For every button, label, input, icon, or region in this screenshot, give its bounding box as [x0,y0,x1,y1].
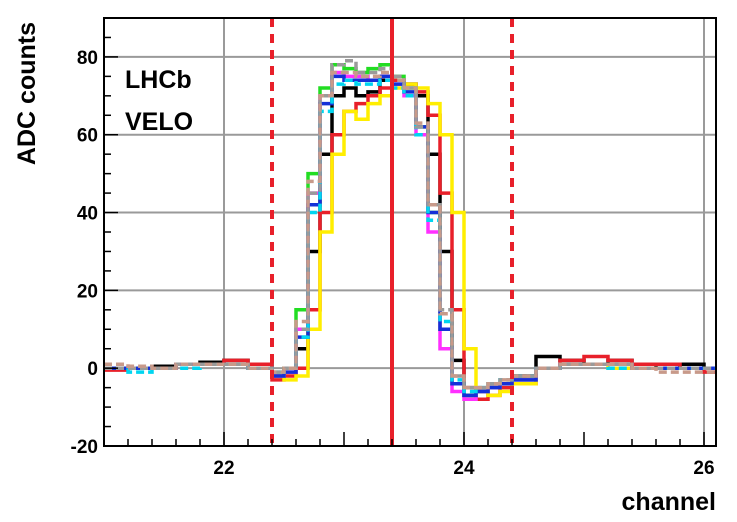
y-tick-label: 80 [77,48,98,69]
series-line-8 [104,70,716,390]
series-line-7 [104,59,716,390]
ticks [103,17,705,447]
x-tick-label: 26 [693,458,714,479]
annotation-velo: VELO [125,108,193,136]
y-tick-label: -20 [71,437,98,458]
y-tick-label: 60 [77,126,98,147]
y-tick-label: 40 [77,204,98,225]
plot-background [104,18,716,446]
y-tick-label: 0 [87,359,98,380]
x-tick-label: 24 [453,458,475,479]
x-tick-label: 22 [213,458,234,479]
annotation-lhcb: LHCb [125,66,192,94]
x-axis-title: channel [622,488,716,516]
grid [104,18,716,446]
tick-labels: 22 24 26 -20 0 20 40 60 80 [71,48,715,479]
reference-lines [270,18,514,446]
y-axis-title: ADC counts [13,22,41,165]
y-tick-label: 20 [77,281,98,302]
